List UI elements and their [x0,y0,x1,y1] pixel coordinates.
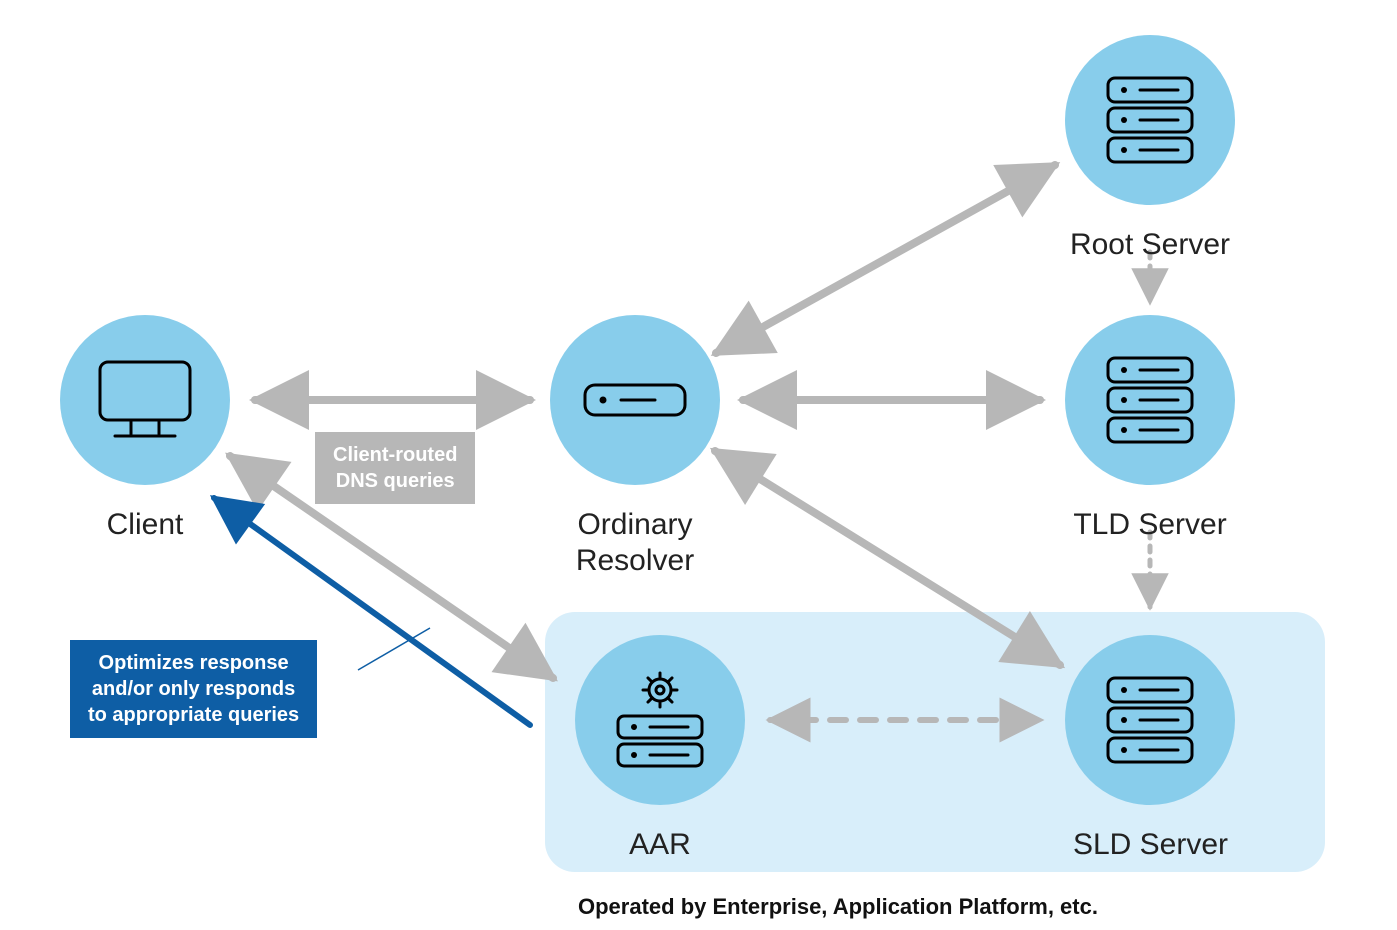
aar-aar-icon [618,673,702,766]
node-client [60,315,230,485]
root-label: Root Server [1040,227,1260,263]
dns-diagram: Client Ordinary Resolver Root Server TLD… [0,0,1397,930]
node-resolver [550,315,720,485]
tld-label: TLD Server [1045,507,1255,543]
resolver-resolver-icon [585,385,685,415]
tld-server-icon [1108,358,1192,442]
diagram-svg [0,0,1397,930]
resolver-label: Ordinary Resolver [530,507,740,579]
optimizes-label: Optimizes response and/or only responds … [70,640,317,738]
sld-label: SLD Server [1048,827,1253,863]
sld-server-icon [1108,678,1192,762]
edge-resolver-root [716,165,1055,353]
client-routed-label: Client-routed DNS queries [315,432,475,504]
leader-optimizes [358,628,430,670]
node-aar [575,635,745,805]
edge-resolver-sld [715,451,1060,665]
client-monitor-icon [100,362,190,436]
aar-label: AAR [600,827,720,863]
node-sld [1065,635,1235,805]
node-root [1065,35,1235,205]
root-server-icon [1108,78,1192,162]
node-tld [1065,315,1235,485]
client-label: Client [60,507,230,543]
enterprise-footer-label: Operated by Enterprise, Application Plat… [578,894,1098,920]
